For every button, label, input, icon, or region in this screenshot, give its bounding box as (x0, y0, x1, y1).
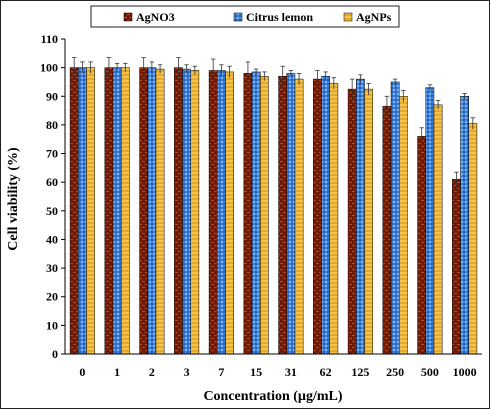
x-tick-label: 7 (218, 365, 224, 379)
bar-agnps-7 (225, 71, 234, 355)
bar-agnps-1000 (468, 123, 478, 355)
bar-agno3-125 (347, 88, 357, 355)
bar-citrus-lemon-250 (390, 81, 400, 355)
x-tick-label: 250 (386, 365, 404, 379)
x-axis-ticks: 0 1 2 3 7 15 31 62 125 250 500 1000 (79, 365, 476, 379)
bar-agno3-31 (278, 75, 288, 355)
x-tick-label: 500 (421, 365, 439, 379)
y-tick-label: 0 (52, 347, 58, 361)
bar-citrus-lemon-125 (356, 78, 365, 355)
x-tick-label: 31 (285, 365, 297, 379)
y-tick-label: 10 (46, 318, 58, 332)
legend-box (90, 5, 400, 28)
bar-agnps-250 (398, 96, 408, 355)
legend: AgNO3 Citrus lemon AgNPs (90, 5, 400, 28)
legend-label-agnps: AgNPs (356, 10, 392, 24)
bar-agnps-0 (86, 67, 95, 355)
bar-agno3-62 (313, 78, 322, 355)
y-tick-label: 30 (46, 261, 58, 275)
legend-swatch-agno3 (123, 12, 133, 22)
y-tick-label: 50 (46, 204, 58, 218)
x-axis-title: Concentration (µg/mL) (203, 389, 342, 404)
bar-citrus-lemon-62 (321, 75, 330, 355)
y-tick-label: 100 (40, 61, 58, 75)
y-tick-label: 80 (46, 118, 58, 132)
bar-agno3-15 (243, 73, 253, 355)
legend-swatch-agnps (343, 12, 353, 22)
bar-agno3-1000 (452, 179, 461, 355)
bar-agno3-0 (69, 67, 79, 355)
x-tick-label: 2 (149, 365, 155, 379)
bar-agno3-7 (208, 70, 218, 355)
bar-agnps-62 (329, 83, 339, 355)
bars (69, 57, 478, 355)
bar-agnps-1 (120, 67, 130, 355)
y-tick-label: 70 (46, 147, 58, 161)
bar-agno3-1 (104, 67, 114, 355)
bar-citrus-lemon-0 (78, 67, 87, 355)
bar-citrus-lemon-15 (251, 71, 261, 355)
x-tick-label: 62 (320, 365, 332, 379)
x-tick-label: 125 (351, 365, 369, 379)
bar-agno3-3 (174, 67, 183, 355)
y-axis-ticks: 0 10 20 30 40 50 60 70 80 90 100 110 (40, 32, 65, 361)
legend-swatch-citrus-lemon (233, 12, 243, 22)
y-tick-label: 110 (41, 32, 58, 46)
bar-agnps-125 (364, 88, 373, 355)
bar-citrus-lemon-3 (182, 68, 191, 355)
x-tick-label: 3 (184, 365, 190, 379)
x-tick-label: 1000 (453, 365, 477, 379)
x-tick-label: 15 (250, 365, 262, 379)
bar-agno3-250 (382, 106, 392, 355)
bar-agnps-15 (259, 75, 269, 355)
y-axis-title: Cell viability (%) (6, 147, 21, 251)
y-tick-label: 40 (46, 232, 58, 246)
bar-citrus-lemon-2 (147, 67, 157, 355)
bar-citrus-lemon-1000 (460, 96, 469, 355)
legend-label-agno3: AgNO3 (136, 10, 175, 24)
bar-citrus-lemon-500 (425, 87, 435, 355)
bar-agnps-31 (294, 78, 304, 355)
y-tick-label: 90 (46, 89, 58, 103)
bar-citrus-lemon-7 (217, 70, 226, 355)
bar-agnps-2 (155, 68, 165, 355)
bar-citrus-lemon-31 (286, 73, 296, 355)
bar-citrus-lemon-1 (112, 67, 122, 355)
y-tick-label: 20 (46, 290, 58, 304)
x-tick-label: 0 (79, 365, 85, 379)
bar-agno3-2 (139, 67, 149, 355)
y-tick-label: 60 (46, 175, 58, 189)
x-tick-label: 1 (114, 365, 120, 379)
bar-agnps-500 (433, 104, 443, 355)
bar-agnps-3 (190, 70, 200, 355)
bar-agno3-500 (417, 136, 427, 355)
legend-label-citrus-lemon: Citrus lemon (246, 10, 313, 24)
